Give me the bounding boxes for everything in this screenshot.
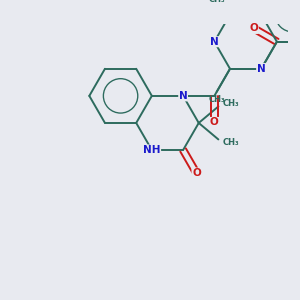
Text: O: O bbox=[210, 117, 219, 128]
Text: N: N bbox=[257, 64, 266, 74]
Text: O: O bbox=[192, 168, 201, 178]
Text: N: N bbox=[179, 91, 188, 101]
Text: CH₃: CH₃ bbox=[208, 0, 225, 4]
Text: O: O bbox=[250, 23, 258, 33]
Text: CH₃: CH₃ bbox=[223, 99, 240, 108]
Text: CH₃: CH₃ bbox=[208, 95, 225, 104]
Text: NH: NH bbox=[143, 145, 160, 155]
Text: N: N bbox=[210, 37, 219, 47]
Text: CH₃: CH₃ bbox=[223, 138, 240, 147]
Text: O: O bbox=[257, 64, 266, 74]
